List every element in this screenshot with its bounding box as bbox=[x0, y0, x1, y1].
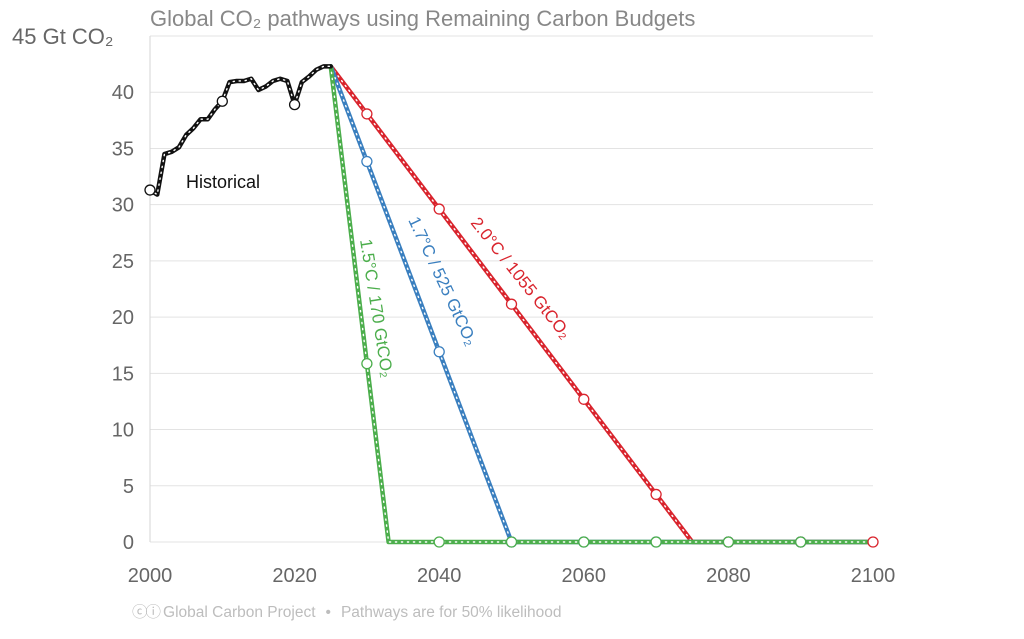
data-marker bbox=[288, 98, 301, 111]
data-marker bbox=[650, 488, 662, 501]
footer-source: Global Carbon Project bbox=[163, 604, 316, 621]
data-marker bbox=[578, 536, 590, 548]
x-tick-label: 2000 bbox=[128, 565, 173, 587]
data-marker bbox=[361, 357, 373, 370]
data-marker bbox=[505, 536, 518, 548]
y-tick-label: 10 bbox=[112, 420, 134, 442]
data-marker bbox=[578, 393, 590, 405]
x-tick-label: 2080 bbox=[706, 565, 751, 587]
data-marker bbox=[433, 203, 445, 215]
data-marker bbox=[361, 108, 373, 120]
series-line bbox=[328, 64, 876, 545]
x-tick-label: 2040 bbox=[417, 565, 462, 587]
series-line bbox=[328, 64, 876, 545]
series-dots bbox=[330, 65, 874, 543]
series-dots bbox=[149, 65, 332, 196]
data-marker bbox=[505, 298, 518, 310]
chart-title: Global CO₂ pathways using Remaining Carb… bbox=[150, 6, 696, 31]
y-tick-label: 20 bbox=[112, 307, 134, 329]
y-tick-label: 25 bbox=[112, 251, 134, 273]
x-tick-label: 2020 bbox=[272, 565, 317, 587]
x-tick-label: 2060 bbox=[562, 565, 607, 587]
y-tick-label: 0 bbox=[123, 532, 134, 554]
data-marker bbox=[144, 184, 156, 196]
y-tick-label: 30 bbox=[112, 195, 134, 217]
series-dots bbox=[330, 65, 874, 543]
y-tick-label: 5 bbox=[123, 476, 134, 498]
series-2 bbox=[328, 64, 876, 545]
data-marker bbox=[722, 536, 735, 548]
y-tick-label: 15 bbox=[112, 363, 134, 385]
cc-license-icon: ⓒⓘ bbox=[132, 604, 161, 621]
series-line bbox=[328, 64, 876, 545]
data-marker bbox=[795, 536, 807, 548]
y-tick-label: 35 bbox=[112, 138, 134, 160]
y-axis-label: 45 Gt CO₂ bbox=[12, 24, 114, 49]
data-marker bbox=[361, 155, 373, 168]
footer-separator-icon: • bbox=[325, 604, 331, 621]
series-dots bbox=[330, 65, 874, 543]
series-3 bbox=[328, 64, 876, 545]
footer-note: Pathways are for 50% likelihood bbox=[340, 604, 562, 621]
series-0 bbox=[147, 64, 333, 197]
y-tick-label: 40 bbox=[112, 82, 134, 104]
chart-footer: ⓒⓘ Global Carbon Project • Pathways are for… bbox=[132, 600, 562, 622]
series-1 bbox=[328, 64, 876, 545]
annotation-2-0c: 2.0°C / 1055 GtCO₂ bbox=[467, 214, 575, 343]
data-marker bbox=[867, 536, 879, 548]
annotation-historical: Historical bbox=[186, 172, 260, 192]
x-tick-label: 2100 bbox=[851, 565, 896, 587]
data-marker bbox=[216, 95, 228, 107]
data-marker bbox=[650, 536, 662, 548]
annotation-1-7c: 1.7°C / 525 GtCO₂ bbox=[404, 214, 480, 349]
data-marker bbox=[433, 536, 445, 548]
data-marker bbox=[433, 346, 445, 358]
